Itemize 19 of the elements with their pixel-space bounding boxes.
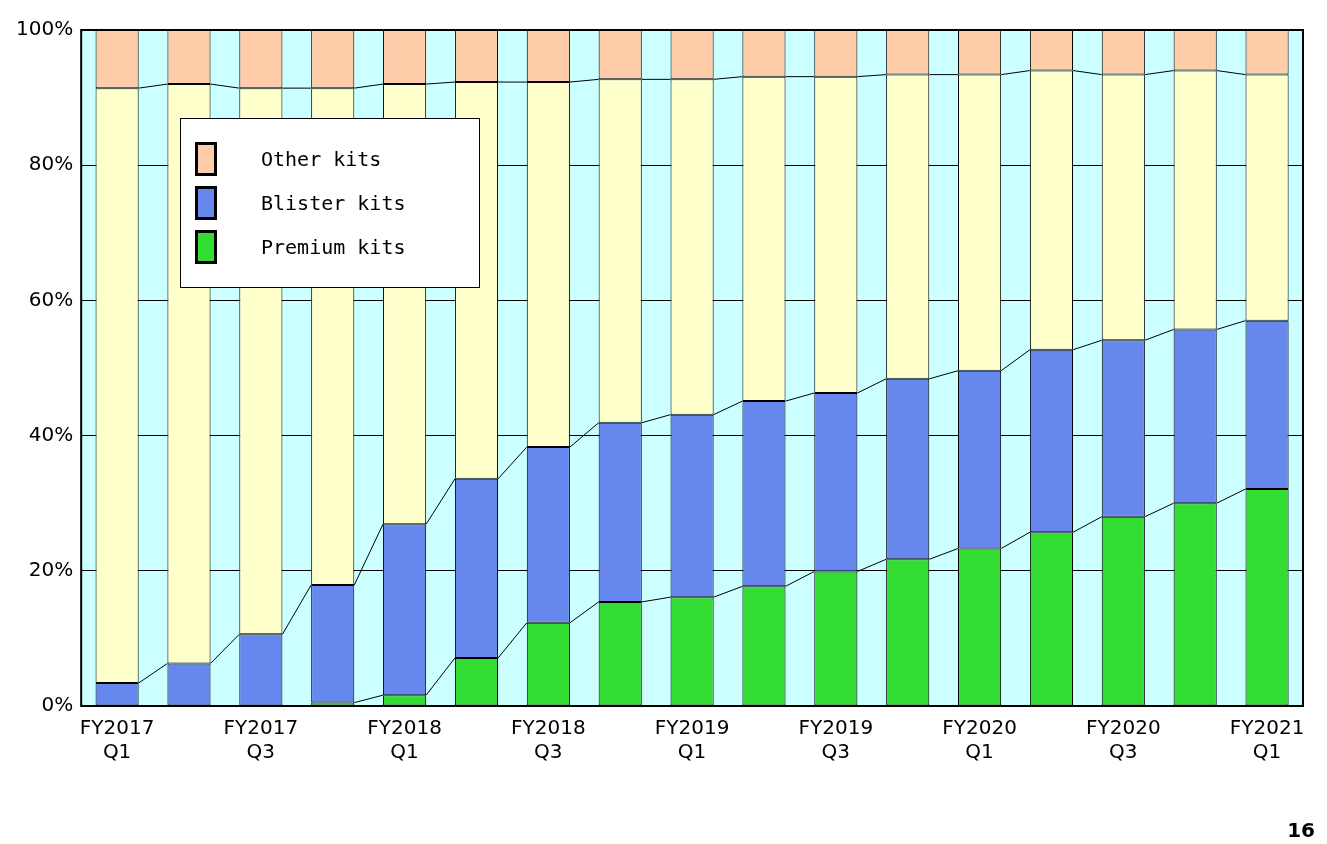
x-tick-label: FY2017 Q3 (223, 715, 299, 764)
y-tick-label: 40% (28, 421, 74, 446)
legend-label: Blister kits (261, 191, 406, 215)
x-tick-label: FY2020 Q3 (1086, 715, 1161, 764)
x-tick-label: FY2018 Q1 (367, 715, 442, 764)
y-tick-label: 0% (41, 692, 74, 717)
legend-label: Other kits (261, 147, 382, 171)
x-tick-label: FY2017 Q1 (79, 715, 155, 764)
x-tick-label: FY2020 Q1 (942, 715, 1017, 764)
text: 16 (1287, 818, 1315, 842)
x-tick-label: FY2019 Q1 (654, 715, 730, 764)
x-tick-label: FY2018 Q3 (511, 715, 586, 764)
x-tick-label: FY2019 Q3 (798, 715, 874, 764)
legend-label: Premium kits (261, 235, 406, 259)
y-tick-label: 80% (28, 151, 74, 176)
y-tick-label: 20% (28, 557, 74, 581)
y-tick-label: 100% (15, 16, 74, 41)
y-tick-label: 60% (28, 286, 74, 311)
x-tick-label: FY2021 Q1 (1229, 715, 1305, 764)
